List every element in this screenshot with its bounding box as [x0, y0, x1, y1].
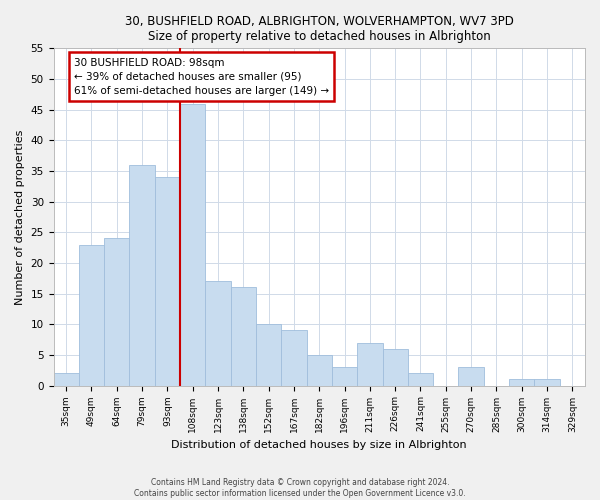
Bar [281, 330, 307, 386]
X-axis label: Distribution of detached houses by size in Albrighton: Distribution of detached houses by size … [172, 440, 467, 450]
Text: Contains HM Land Registry data © Crown copyright and database right 2024.
Contai: Contains HM Land Registry data © Crown c… [134, 478, 466, 498]
Bar [357, 342, 383, 386]
Bar [230, 288, 256, 386]
Bar [155, 177, 180, 386]
Bar [535, 380, 560, 386]
Bar [332, 367, 357, 386]
Title: 30, BUSHFIELD ROAD, ALBRIGHTON, WOLVERHAMPTON, WV7 3PD
Size of property relative: 30, BUSHFIELD ROAD, ALBRIGHTON, WOLVERHA… [125, 15, 514, 43]
Bar [205, 282, 230, 386]
Bar [104, 238, 130, 386]
Bar [458, 367, 484, 386]
Bar [383, 349, 408, 386]
Text: 30 BUSHFIELD ROAD: 98sqm
← 39% of detached houses are smaller (95)
61% of semi-d: 30 BUSHFIELD ROAD: 98sqm ← 39% of detach… [74, 58, 329, 96]
Y-axis label: Number of detached properties: Number of detached properties [15, 130, 25, 304]
Bar [307, 355, 332, 386]
Bar [53, 374, 79, 386]
Bar [79, 244, 104, 386]
Bar [130, 165, 155, 386]
Bar [180, 104, 205, 386]
Bar [509, 380, 535, 386]
Bar [408, 374, 433, 386]
Bar [256, 324, 281, 386]
